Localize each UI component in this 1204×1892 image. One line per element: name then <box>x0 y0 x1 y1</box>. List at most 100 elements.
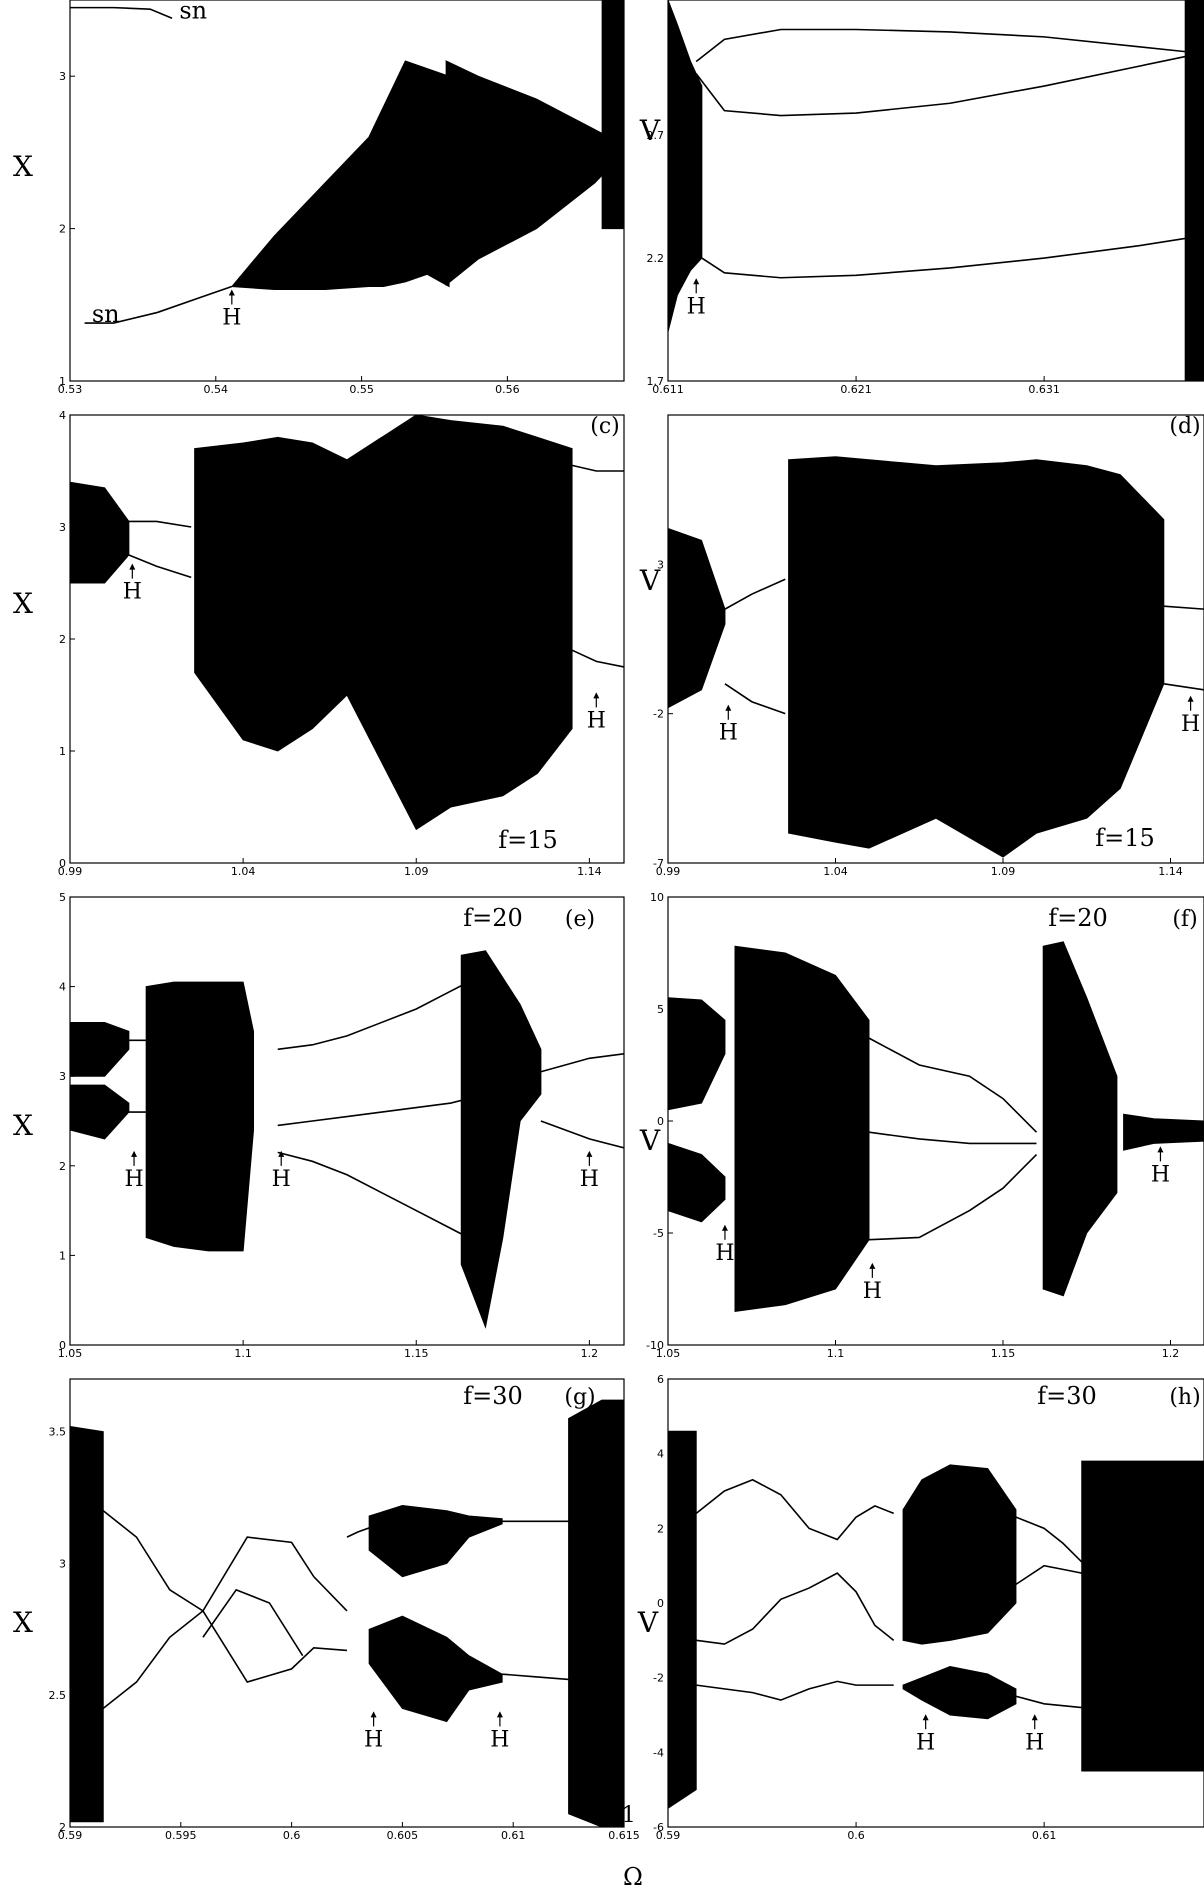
y-tick-label-a: 2 <box>59 223 66 236</box>
chaotic-band-c-0 <box>70 481 130 584</box>
plot-area-h <box>668 1430 1204 1809</box>
hopf-arrowhead-e <box>586 1150 593 1157</box>
plot-area-e <box>70 950 624 1329</box>
panel-f: 1.05 1.1 1.15 1.2 -10 -5 0 5 10 V (f) f=20 H H H <box>639 891 1204 1360</box>
periodic-branch-a-1 <box>84 285 233 324</box>
hopf-label-bg-g <box>490 1727 509 1750</box>
plot-frame-a <box>69 0 625 382</box>
plot-area-b <box>668 0 1204 381</box>
hopf-label-c: H <box>587 708 606 733</box>
y-tick-label-b: 1.7 <box>647 375 665 388</box>
y-tick-label-e: 3 <box>59 1070 66 1083</box>
hopf-arrowhead-g <box>496 1711 503 1718</box>
panel-label-g: (g) <box>564 1385 595 1410</box>
x-tick-label-h: 0.59 <box>656 1829 681 1842</box>
chaotic-band-a-5 <box>601 0 624 230</box>
plot-frame-e <box>69 896 625 1346</box>
chaotic-band-f-6 <box>1042 941 1118 1297</box>
y-tick-label-f: 5 <box>657 1003 664 1016</box>
x-tick-label-c: 0.99 <box>58 865 83 878</box>
hopf-label-a: H <box>222 306 241 331</box>
y-axis-label-h: V <box>637 1606 659 1639</box>
x-tick-label-a: 0.53 <box>58 383 83 396</box>
x-tick-label-c: 1.09 <box>404 865 429 878</box>
hopf-label-d: H <box>1181 712 1200 737</box>
y-tick-label-c: 1 <box>59 745 66 758</box>
y-tick-label-f: -5 <box>653 1227 664 1240</box>
y-axis-label-g: X <box>13 1606 33 1639</box>
chaotic-band-g-6 <box>368 1615 503 1723</box>
f-parameter-label-c: f=15 <box>498 826 558 854</box>
x-tick-label-b: 0.611 <box>652 383 684 396</box>
hopf-label-bg-h <box>1025 1730 1044 1753</box>
periodic-branch-d-2 <box>724 683 786 715</box>
annotation-label-g: 1 <box>622 1803 636 1828</box>
y-tick-label-e: 5 <box>59 891 66 904</box>
chaotic-band-f-1 <box>668 1142 726 1223</box>
x-tick-label-f: 1.15 <box>991 1347 1016 1360</box>
y-tick-label-h: 6 <box>657 1373 664 1386</box>
hopf-arrowhead-e <box>278 1150 285 1157</box>
y-tick-label-h: -4 <box>653 1746 664 1759</box>
y-tick-label-e: 4 <box>59 981 66 994</box>
y-tick-label-f: -10 <box>646 1339 664 1352</box>
x-tick-label-g: 0.61 <box>501 1829 526 1842</box>
y-axis-label-f: V <box>639 1124 661 1157</box>
y-tick-label-f: 10 <box>650 891 664 904</box>
panel-label-c: (c) <box>590 414 620 439</box>
x-tick-label-b: 0.631 <box>1028 383 1060 396</box>
hopf-arrowhead-d <box>1187 695 1194 702</box>
y-tick-label-e: 0 <box>59 1339 66 1352</box>
hopf-arrowhead-c <box>593 692 600 699</box>
hopf-arrowhead-f <box>721 1224 728 1231</box>
x-tick-label-e: 1.15 <box>404 1347 429 1360</box>
y-tick-label-g: 3.5 <box>49 1426 67 1439</box>
x-tick-label-a: 0.55 <box>349 383 374 396</box>
y-axis-label-e: X <box>13 1109 33 1142</box>
hopf-arrowhead-e <box>131 1150 138 1157</box>
chaotic-band-c-3 <box>194 415 573 831</box>
periodic-branch-h-1 <box>695 1478 894 1541</box>
panel-h: 0.59 0.6 0.61 -6 -4 -2 0 2 4 6 V (h) f=30 H H <box>637 1373 1204 1842</box>
periodic-branch-h-8 <box>1015 1695 1082 1709</box>
hopf-arrowhead-g <box>370 1711 377 1718</box>
panel-b: 0.611 0.621 0.631 1.7 2.2 2.7V H <box>639 0 1204 396</box>
plot-area-g <box>70 1399 624 1827</box>
hopf-arrowhead-d <box>725 704 732 711</box>
periodic-branch-e-6 <box>277 1097 469 1127</box>
chaotic-band-g-5 <box>368 1504 503 1578</box>
y-tick-label-c: 2 <box>59 633 66 646</box>
x-tick-label-e: 1.2 <box>581 1347 599 1360</box>
hopf-label-bg-h <box>916 1730 935 1753</box>
chaotic-band-d-3 <box>788 456 1165 858</box>
periodic-branch-h-3 <box>696 1680 894 1701</box>
f-parameter-label-e: f=20 <box>463 904 523 932</box>
periodic-branch-e-9 <box>540 1053 624 1073</box>
plot-frame-b <box>667 0 1204 382</box>
periodic-branch-e-5 <box>277 981 469 1051</box>
x-tick-label-c: 1.14 <box>577 865 602 878</box>
y-axis-label-b: V <box>639 114 661 147</box>
x-tick-label-g: 0.605 <box>387 1829 419 1842</box>
chaotic-band-e-4 <box>145 981 255 1252</box>
chaotic-band-h-0 <box>668 1430 697 1809</box>
y-tick-label-b: 2.7 <box>647 129 665 142</box>
periodic-branch-e-10 <box>540 1120 624 1149</box>
chaotic-band-b-4 <box>1184 0 1204 381</box>
hopf-label-bg-f <box>715 1240 734 1263</box>
hopf-label-bg-g <box>364 1727 383 1750</box>
periodic-branch-c-5 <box>571 649 624 668</box>
x-tick-label-d: 1.09 <box>991 865 1016 878</box>
x-tick-label-g: 0.615 <box>608 1829 640 1842</box>
x-tick-label-d: 1.04 <box>823 865 848 878</box>
periodic-branch-h-6 <box>1015 1516 1083 1563</box>
y-tick-label-e: 2 <box>59 1160 66 1173</box>
periodic-branch-b-3 <box>701 237 1186 279</box>
periodic-branch-f-3 <box>868 1037 1038 1133</box>
panel-c: 0.99 1.04 1.09 1.14 0 1 2 3 4 X (c) f=15 H H <box>13 409 625 878</box>
hopf-label-e: H <box>272 1167 291 1192</box>
chaotic-band-f-0 <box>668 997 726 1111</box>
y-tick-label-d: 3 <box>657 558 664 571</box>
plot-area-f <box>668 941 1204 1312</box>
x-tick-label-f: 1.1 <box>827 1347 845 1360</box>
